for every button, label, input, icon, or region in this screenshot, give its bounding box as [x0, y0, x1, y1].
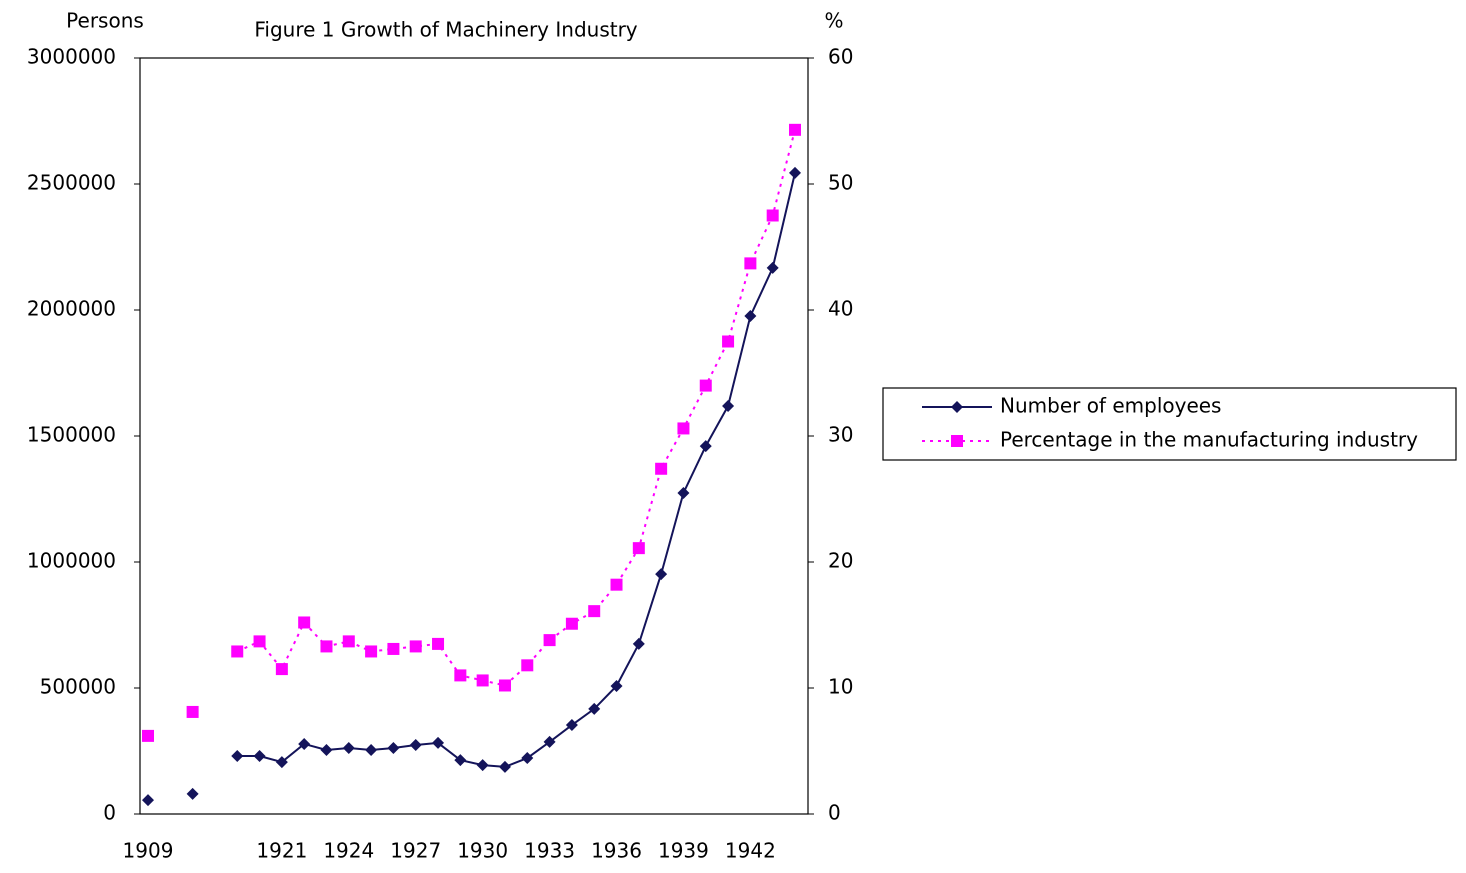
marker — [565, 719, 578, 732]
marker — [298, 737, 311, 750]
y2-tick-label: 0 — [828, 801, 841, 825]
marker — [231, 750, 244, 763]
plot-area — [139, 57, 809, 815]
x-tick-label: 1909 — [123, 839, 174, 863]
marker — [253, 750, 266, 763]
marker — [186, 787, 199, 800]
marker — [320, 640, 333, 653]
y-tick-label: 3000000 — [27, 45, 116, 69]
marker — [298, 616, 311, 629]
marker — [409, 640, 422, 653]
marker — [387, 741, 400, 754]
marker — [365, 645, 378, 658]
y-tick-label: 2000000 — [27, 297, 116, 321]
marker — [142, 794, 154, 807]
marker — [476, 674, 489, 687]
x-tick-label: 1936 — [591, 839, 642, 863]
legend-label: Percentage in the manufacturing industry — [1000, 428, 1418, 452]
marker — [498, 679, 511, 692]
marker — [521, 659, 534, 672]
y2-tick-label: 50 — [828, 171, 853, 195]
y-tick-label: 1500000 — [27, 423, 116, 447]
marker — [275, 756, 288, 769]
y2-tick-label: 60 — [828, 45, 853, 69]
y-tick-label: 1000000 — [27, 549, 116, 573]
y-tick-label: 0 — [103, 801, 116, 825]
marker — [789, 166, 801, 179]
y2-axis-label: % — [824, 9, 843, 33]
marker — [722, 335, 735, 348]
marker — [632, 542, 645, 555]
marker — [655, 462, 668, 475]
marker — [186, 705, 199, 718]
marker — [142, 729, 154, 742]
marker — [409, 738, 422, 751]
marker — [655, 568, 668, 581]
marker — [677, 422, 690, 435]
marker — [699, 379, 712, 392]
marker — [789, 123, 801, 136]
marker — [951, 401, 963, 413]
marker — [365, 743, 378, 756]
marker — [454, 669, 467, 682]
marker — [744, 310, 757, 323]
marker — [342, 635, 355, 648]
marker — [432, 736, 445, 749]
marker — [231, 645, 244, 658]
marker — [951, 435, 963, 447]
marker — [498, 760, 511, 773]
marker — [588, 702, 601, 715]
marker — [454, 754, 467, 767]
y-tick-label: 2500000 — [27, 171, 116, 195]
y2-tick-label: 30 — [828, 423, 853, 447]
marker — [766, 261, 779, 274]
marker — [699, 440, 712, 453]
marker — [342, 741, 355, 754]
y2-tick-label: 20 — [828, 549, 853, 573]
marker — [677, 486, 690, 499]
marker — [320, 743, 333, 756]
y2-tick-label: 10 — [828, 675, 853, 699]
marker — [632, 637, 645, 650]
legend — [882, 387, 1457, 461]
y-tick-label: 500000 — [40, 675, 116, 699]
marker — [610, 578, 623, 591]
marker — [387, 642, 400, 655]
series-line — [236, 129, 796, 687]
series-line — [237, 172, 796, 768]
marker — [722, 400, 735, 413]
marker — [521, 752, 534, 765]
marker — [476, 759, 489, 772]
x-tick-label: 1942 — [725, 839, 776, 863]
x-tick-label: 1927 — [390, 839, 441, 863]
legend-label: Number of employees — [1000, 394, 1221, 418]
y2-tick-label: 40 — [828, 297, 853, 321]
x-tick-label: 1921 — [256, 839, 307, 863]
x-tick-label: 1930 — [457, 839, 508, 863]
marker — [766, 209, 779, 222]
marker — [565, 617, 578, 630]
y-axis-label: Persons — [66, 9, 144, 33]
chart-title: Figure 1 Growth of Machinery Industry — [254, 18, 637, 42]
x-tick-label: 1924 — [323, 839, 374, 863]
marker — [610, 679, 623, 692]
x-tick-label: 1933 — [524, 839, 575, 863]
marker — [543, 634, 556, 647]
marker — [253, 635, 266, 648]
x-tick-label: 1939 — [658, 839, 709, 863]
marker — [744, 257, 757, 270]
marker — [543, 735, 556, 748]
marker — [275, 663, 288, 676]
marker — [432, 637, 445, 650]
marker — [588, 605, 601, 618]
